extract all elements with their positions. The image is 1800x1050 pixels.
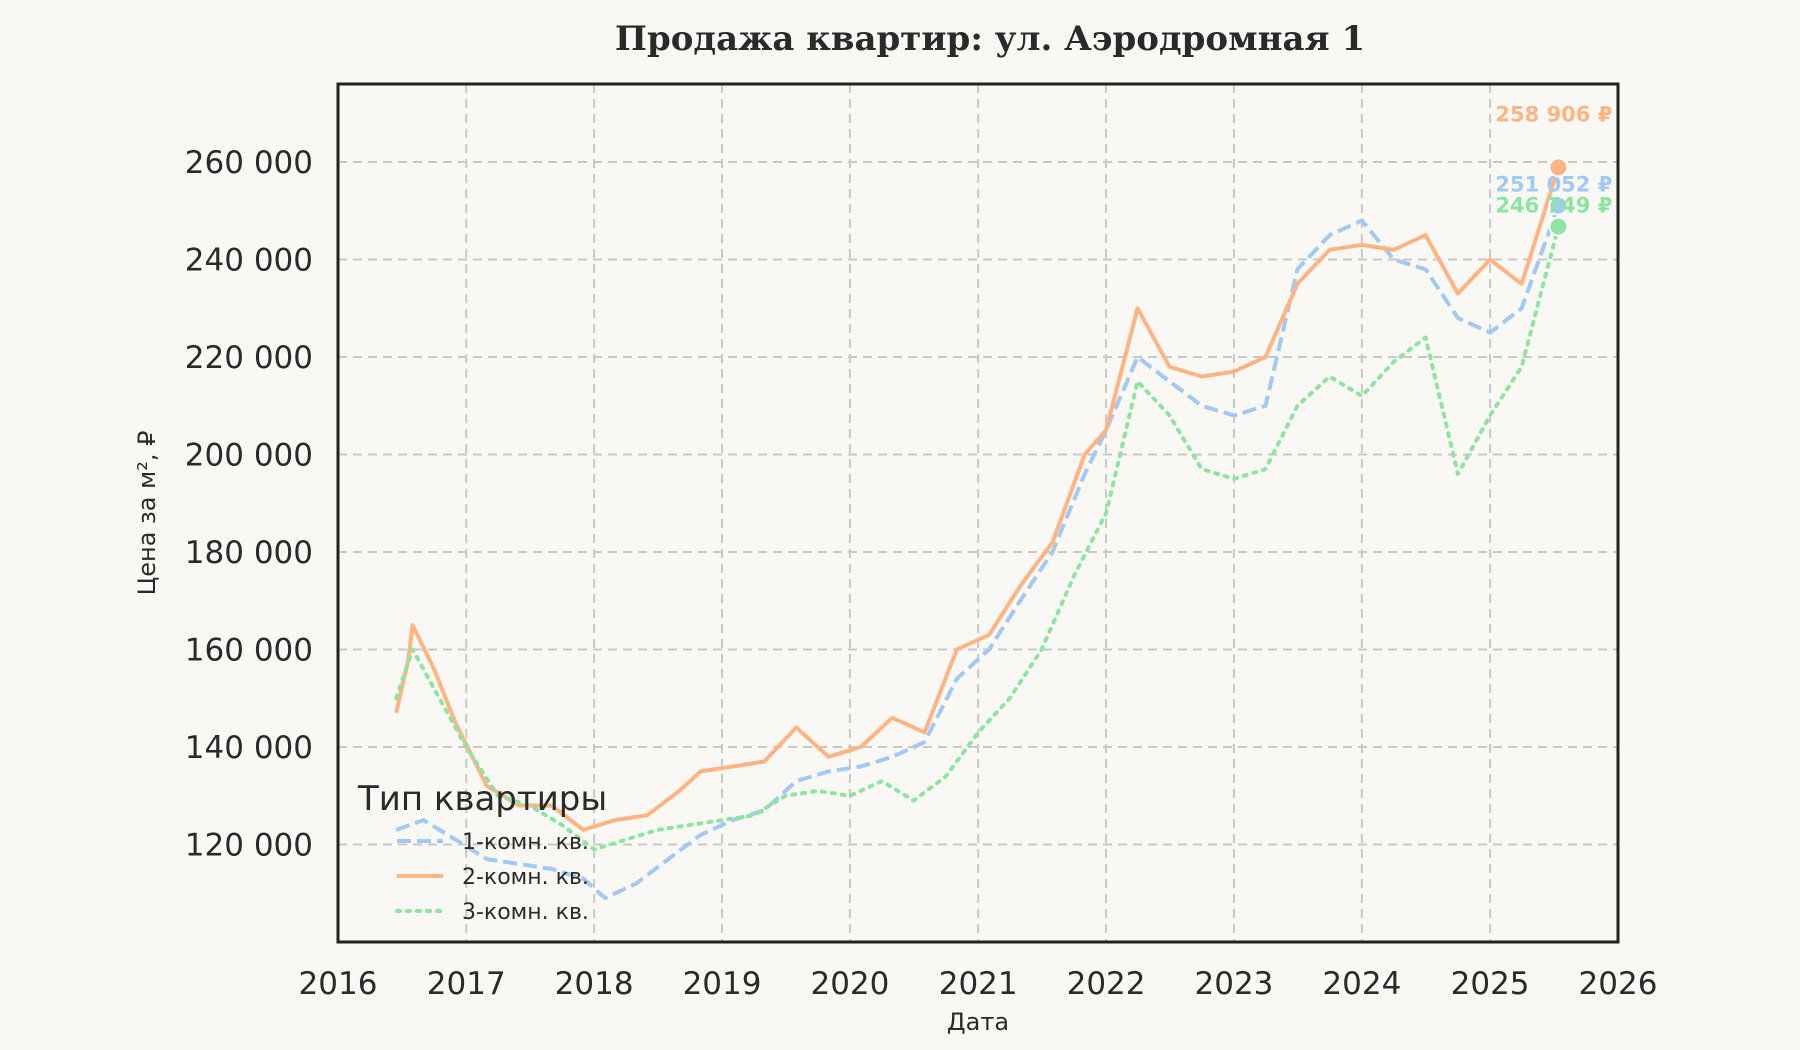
end-label-3: 246 749 ₽ — [1495, 194, 1612, 218]
x-tick-2020: 2020 — [810, 966, 889, 1002]
x-tick-2023: 2023 — [1195, 966, 1274, 1002]
y-axis-label: Цена за м², ₽ — [133, 431, 161, 596]
y-tick-240000: 240 000 — [185, 243, 313, 279]
series-line-2 — [394, 166, 1561, 832]
end-labels: 251 052 ₽ 258 906 ₽ 246 749 ₽ — [1495, 102, 1612, 237]
y-tick-200000: 200 000 — [185, 438, 313, 474]
end-point-3 — [1548, 216, 1569, 237]
end-label-1: 251 052 ₽ — [1495, 173, 1612, 197]
legend: Тип квартиры 1-комн. кв. 2-комн. кв. 3-ком… — [357, 779, 607, 925]
y-tick-160000: 160 000 — [185, 633, 313, 669]
x-tick-2018: 2018 — [555, 966, 634, 1002]
plot-frame — [336, 82, 1620, 944]
y-axis-ticks: 120 000 140 000 160 000 180 000 200 000 220 0… — [185, 145, 313, 864]
x-tick-2024: 2024 — [1322, 966, 1401, 1002]
legend-title: Тип квартиры — [357, 779, 607, 819]
series-line-3 — [394, 224, 1561, 852]
series-line-1 — [395, 204, 1561, 901]
chart-title: Продажа квартир: ул. Аэродромная 1 — [615, 19, 1365, 59]
legend-label-2: 2-комн. кв. — [462, 865, 589, 890]
end-point-2 — [1548, 157, 1569, 178]
x-tick-2017: 2017 — [427, 966, 506, 1002]
x-tick-2021: 2021 — [939, 966, 1018, 1002]
series-group — [394, 166, 1561, 901]
y-tick-120000: 120 000 — [185, 828, 313, 864]
legend-label-1: 1-комн. кв. — [462, 830, 589, 855]
y-tick-220000: 220 000 — [185, 340, 313, 376]
x-axis-label: Дата — [947, 1008, 1009, 1036]
y-tick-140000: 140 000 — [185, 730, 313, 766]
x-tick-2022: 2022 — [1067, 966, 1146, 1002]
y-tick-180000: 180 000 — [185, 535, 313, 571]
x-axis-ticks: 2016 2017 2018 2019 2020 2021 2022 2023 2024 2025… — [299, 966, 1658, 1002]
legend-label-3: 3-комн. кв. — [462, 900, 589, 925]
x-tick-2026: 2026 — [1579, 966, 1658, 1002]
x-tick-2025: 2025 — [1451, 966, 1530, 1002]
x-tick-2019: 2019 — [683, 966, 762, 1002]
end-point-1 — [1548, 195, 1569, 216]
y-tick-260000: 260 000 — [185, 145, 313, 181]
x-tick-2016: 2016 — [299, 966, 378, 1002]
end-label-2: 258 906 ₽ — [1495, 102, 1612, 126]
